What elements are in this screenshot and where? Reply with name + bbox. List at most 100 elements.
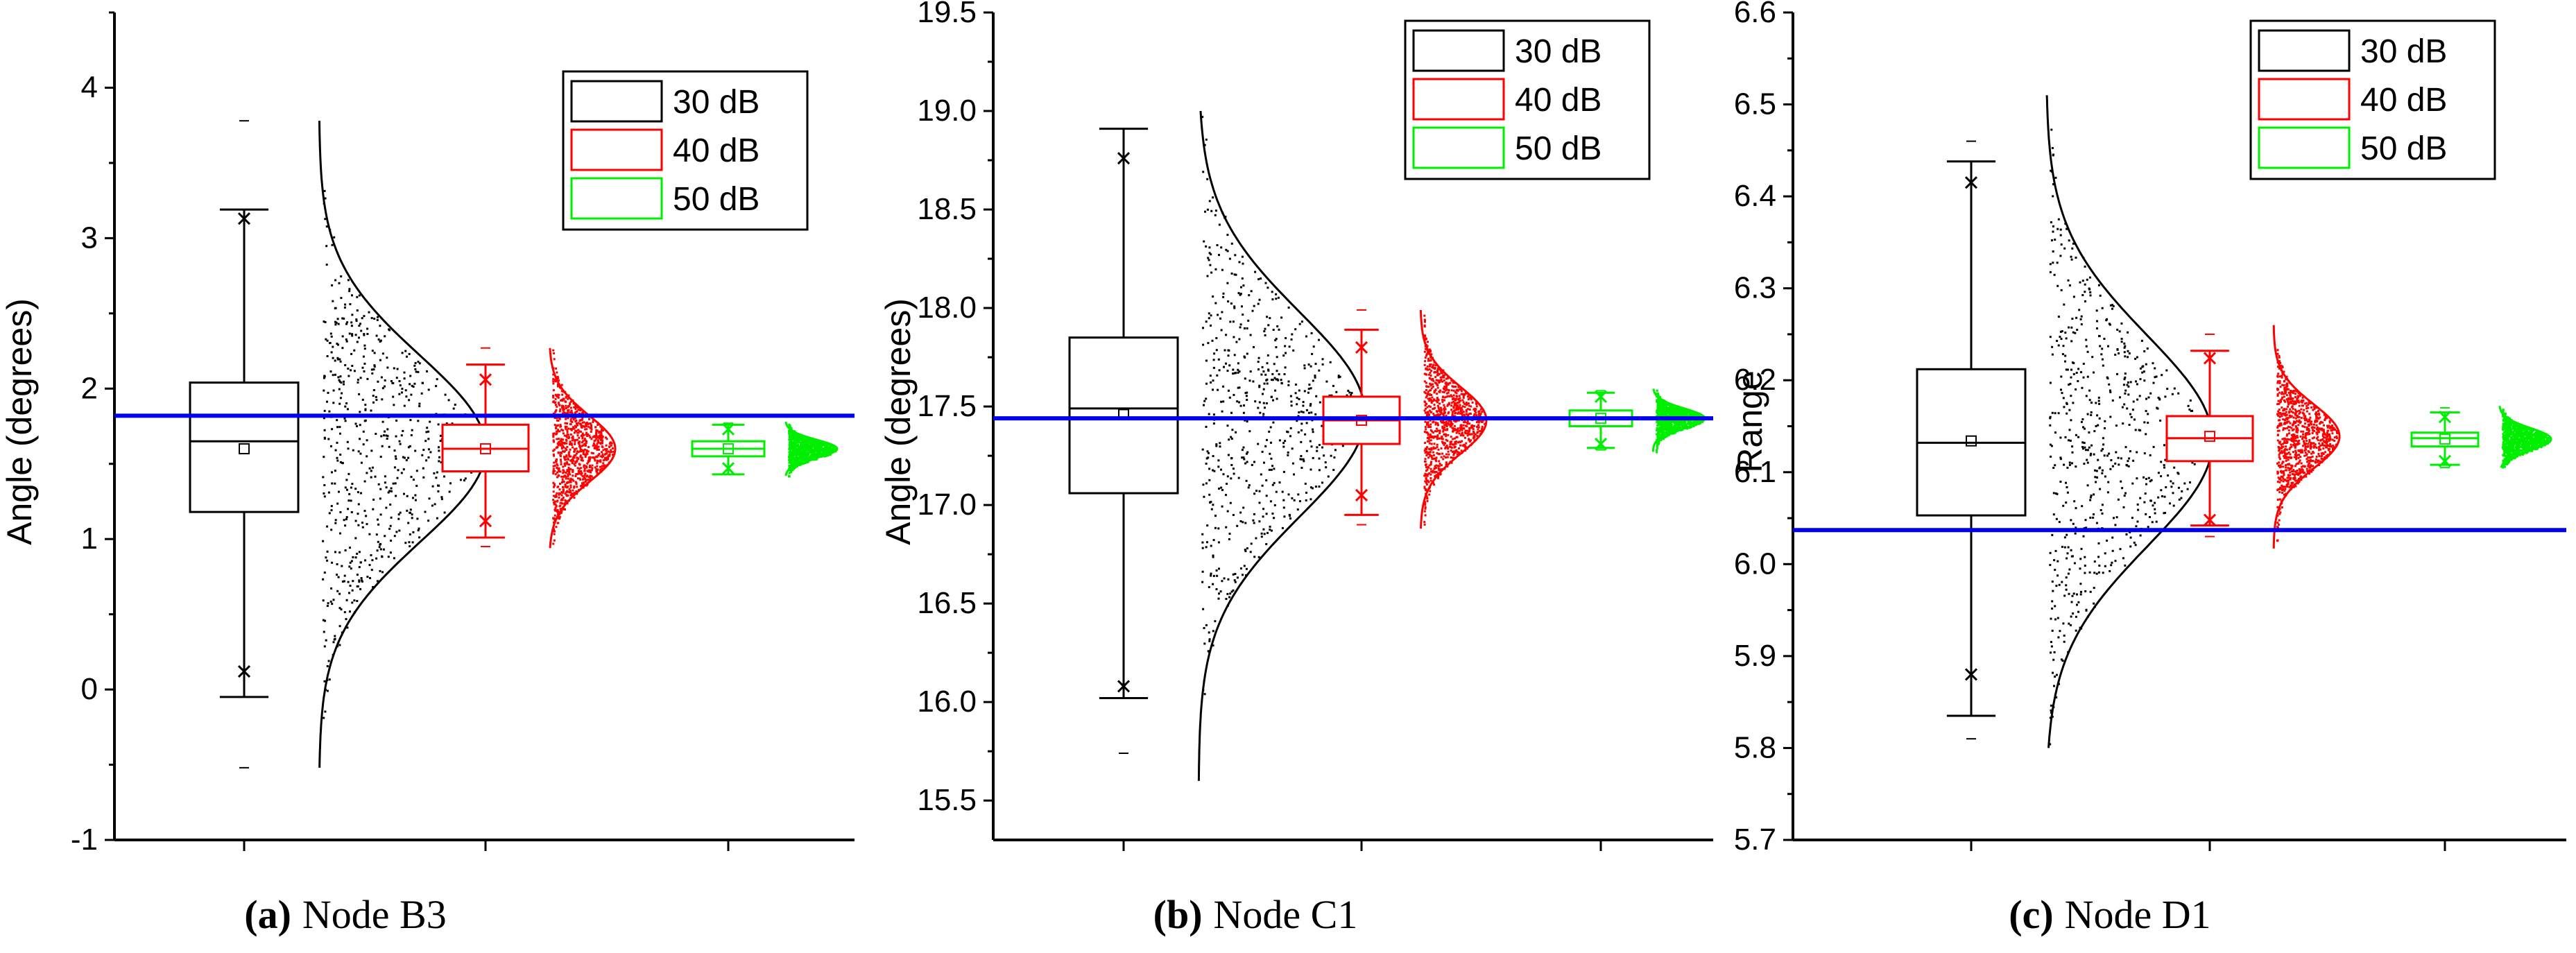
- scatter-point: [384, 379, 386, 381]
- scatter-point: [1457, 441, 1460, 444]
- scatter-point: [798, 440, 800, 443]
- scatter-point: [1323, 454, 1325, 457]
- scatter-point: [579, 485, 582, 488]
- scatter-point: [612, 454, 615, 456]
- scatter-point: [1212, 504, 1214, 506]
- scatter-point: [1450, 379, 1453, 382]
- scatter-point: [581, 482, 583, 485]
- scatter-point: [1447, 447, 1449, 450]
- scatter-point: [557, 430, 560, 433]
- scatter-point: [379, 488, 382, 490]
- scatter-point: [553, 352, 556, 354]
- scatter-point: [553, 503, 556, 506]
- scatter-point: [589, 464, 591, 467]
- scatter-point: [821, 452, 823, 455]
- scatter-point: [1457, 386, 1460, 388]
- scatter-point: [1310, 486, 1312, 489]
- scatter-point: [826, 450, 829, 453]
- scatter-point: [1681, 427, 1684, 429]
- scatter-point: [1205, 546, 1208, 549]
- scatter-point: [565, 455, 568, 458]
- scatter-point: [1459, 410, 1462, 413]
- scatter-point: [1455, 397, 1457, 400]
- scatter-point: [334, 307, 336, 309]
- scatter-point: [571, 412, 574, 415]
- scatter-point: [1430, 402, 1433, 404]
- scatter-point: [1228, 389, 1230, 392]
- scatter-point: [791, 447, 793, 450]
- scatter-point: [576, 434, 579, 437]
- scatter-point: [573, 455, 576, 458]
- scatter-point: [1432, 366, 1434, 369]
- scatter-point: [358, 393, 361, 395]
- scatter-point: [1210, 572, 1212, 575]
- scatter-point: [565, 425, 568, 428]
- scatter-point: [563, 450, 566, 453]
- scatter-point: [343, 580, 345, 583]
- scatter-point: [556, 499, 559, 502]
- scatter-point: [1209, 375, 1212, 377]
- scatter-point: [376, 580, 379, 583]
- scatter-point: [560, 438, 563, 440]
- scatter-point: [553, 514, 556, 517]
- scatter-point: [1424, 411, 1427, 414]
- scatter-point: [394, 455, 397, 458]
- scatter-point: [370, 368, 373, 371]
- scatter-point: [1424, 401, 1427, 404]
- scatter-point: [798, 437, 801, 440]
- scatter-point: [600, 439, 602, 442]
- scatter-point: [553, 483, 556, 486]
- scatter-point: [1424, 502, 1427, 505]
- scatter-point: [1248, 379, 1251, 382]
- scatter-point: [1219, 590, 1222, 593]
- scatter-point: [1701, 420, 1703, 423]
- scatter-point: [567, 454, 570, 456]
- scatter-point: [438, 456, 440, 458]
- scatter-point: [1430, 447, 1433, 449]
- scatter-point: [1423, 318, 1426, 321]
- scatter-point: [578, 463, 581, 465]
- scatter-point: [1678, 410, 1680, 413]
- scatter-point: [332, 345, 334, 348]
- scatter-point: [1443, 433, 1445, 436]
- scatter-point: [1206, 275, 1209, 277]
- scatter-point: [557, 444, 560, 447]
- scatter-point: [1213, 470, 1216, 472]
- scatter-point: [562, 409, 565, 412]
- scatter-point: [395, 457, 397, 460]
- scatter-point: [807, 449, 810, 452]
- scatter-point: [1458, 452, 1461, 454]
- percentile-marker: [479, 515, 492, 528]
- scatter-point: [1230, 411, 1233, 414]
- scatter-point: [322, 540, 325, 542]
- scatter-point: [1216, 574, 1219, 577]
- scatter-point: [380, 376, 383, 379]
- scatter-point: [1457, 419, 1459, 422]
- scatter-point: [1241, 449, 1244, 452]
- scatter-point: [1435, 382, 1438, 385]
- scatter-point: [371, 559, 374, 562]
- scatter-point: [793, 432, 796, 435]
- scatter-point: [1291, 333, 1294, 336]
- scatter-point: [1475, 411, 1477, 414]
- scatter-point: [1266, 362, 1269, 365]
- scatter-point: [383, 434, 385, 437]
- scatter-point: [569, 473, 572, 476]
- scatter-point: [592, 442, 595, 445]
- scatter-point: [566, 481, 569, 483]
- scatter-point: [1437, 424, 1439, 427]
- scatter-point: [1459, 440, 1462, 443]
- scatter-point: [818, 445, 821, 447]
- scatter-point: [385, 506, 388, 509]
- scatter-point: [1205, 482, 1208, 485]
- scatter-point: [583, 474, 586, 477]
- scatter-point: [1246, 399, 1248, 401]
- scatter-point: [370, 476, 372, 479]
- scatter-point: [334, 635, 336, 637]
- scatter-point: [1657, 412, 1660, 415]
- scatter-point: [323, 375, 326, 377]
- scatter-point: [402, 468, 405, 471]
- scatter-point: [1430, 394, 1433, 396]
- scatter-point: [562, 438, 565, 441]
- scatter-point: [323, 429, 326, 431]
